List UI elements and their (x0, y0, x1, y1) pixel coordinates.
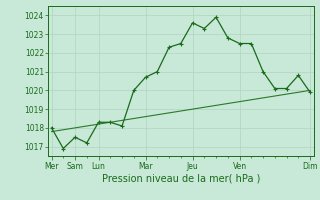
X-axis label: Pression niveau de la mer( hPa ): Pression niveau de la mer( hPa ) (102, 173, 260, 183)
